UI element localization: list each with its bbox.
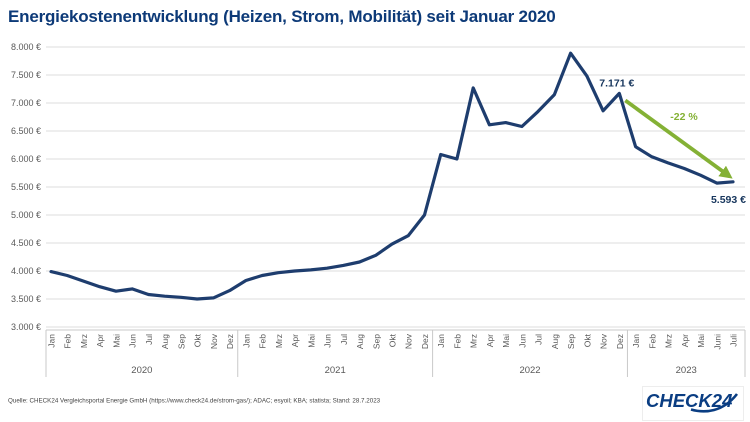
month-tick-label: Mrz <box>664 334 674 348</box>
check24-logo: CHECK24 <box>642 386 744 421</box>
end-value-label: 5.593 € <box>711 194 746 206</box>
y-tick-label: 5.500 € <box>11 182 41 192</box>
month-tick-label: Dez <box>225 334 235 349</box>
month-tick-label: Juli <box>728 334 738 347</box>
y-tick-label: 4.000 € <box>11 266 41 276</box>
month-tick-label: Apr <box>290 334 300 347</box>
month-tick-label: Mrz <box>469 334 479 348</box>
month-tick-label: Nov <box>209 333 219 349</box>
month-tick-label: Jun <box>517 334 527 348</box>
month-tick-label: Juni <box>712 334 722 350</box>
month-tick-label: Feb <box>647 334 657 349</box>
month-tick-label: Feb <box>63 334 73 349</box>
chart-title: Energiekostenentwicklung (Heizen, Strom,… <box>8 7 556 26</box>
y-tick-label: 5.000 € <box>11 210 41 220</box>
month-tick-label: Jul <box>339 334 349 345</box>
y-tick-label: 6.000 € <box>11 154 41 164</box>
peak-value-label: 7.171 € <box>599 77 634 89</box>
month-tick-label: Sep <box>371 334 381 349</box>
month-tick-label: Aug <box>355 334 365 349</box>
year-label: 2021 <box>325 365 346 376</box>
month-tick-label: Aug <box>550 334 560 349</box>
month-tick-label: Dez <box>420 334 430 349</box>
month-tick-label: Jun <box>128 334 138 348</box>
percent-change-label: -22 % <box>670 111 698 123</box>
month-tick-label: Mrz <box>79 334 89 348</box>
month-tick-label: Jul <box>144 334 154 345</box>
month-tick-label: Okt <box>387 333 397 347</box>
month-tick-label: Nov <box>404 333 414 349</box>
month-tick-label: Dez <box>615 334 625 349</box>
check24-logo-swoosh <box>690 393 739 413</box>
y-tick-label: 7.000 € <box>11 98 41 108</box>
month-tick-label: Apr <box>680 334 690 347</box>
month-tick-label: Mai <box>111 334 121 348</box>
decline-arrow <box>624 98 733 179</box>
year-label: 2023 <box>676 365 697 376</box>
source-caption: Quelle: CHECK24 Vergleichsportal Energie… <box>8 397 381 405</box>
month-tick-label: Sep <box>176 334 186 349</box>
month-tick-label: Mrz <box>274 334 284 348</box>
month-tick-label: Okt <box>193 333 203 347</box>
y-tick-label: 3.000 € <box>11 322 41 332</box>
check24-logo-text: CHECK24 <box>646 390 732 411</box>
month-tick-label: Okt <box>582 333 592 347</box>
month-tick-label: Feb <box>258 334 268 349</box>
year-label: 2020 <box>131 365 152 376</box>
energy-cost-line-chart: 3.000 € 3.500 € 4.000 € 4.500 € 5.000 € 5.500… <box>11 42 746 377</box>
y-tick-label: 4.500 € <box>11 238 41 248</box>
month-tick-label: Sep <box>566 334 576 349</box>
year-label: 2022 <box>519 365 540 376</box>
month-tick-label: Mai <box>696 334 706 348</box>
month-tick-label: Nov <box>599 333 609 349</box>
y-tick-label: 8.000 € <box>11 42 41 52</box>
y-tick-label: 3.500 € <box>11 294 41 304</box>
energy-cost-line <box>49 51 735 301</box>
month-tick-label: Jun <box>323 334 333 348</box>
month-tick-label: Jul <box>534 334 544 345</box>
month-tick-label: Jan <box>241 334 251 348</box>
month-tick-label: Jan <box>631 334 641 348</box>
month-tick-label: Jan <box>436 334 446 348</box>
month-tick-label: Feb <box>452 334 462 349</box>
month-tick-label: Aug <box>160 334 170 349</box>
month-tick-label: Mai <box>501 334 511 348</box>
y-tick-label: 7.500 € <box>11 70 41 80</box>
month-tick-label: Mai <box>306 334 316 348</box>
check24-logo-graphic: CHECK24 <box>646 390 739 413</box>
month-tick-label: Jan <box>47 334 57 348</box>
month-tick-label: Apr <box>485 334 495 347</box>
month-tick-label: Apr <box>95 334 105 347</box>
y-tick-label: 6.500 € <box>11 126 41 136</box>
